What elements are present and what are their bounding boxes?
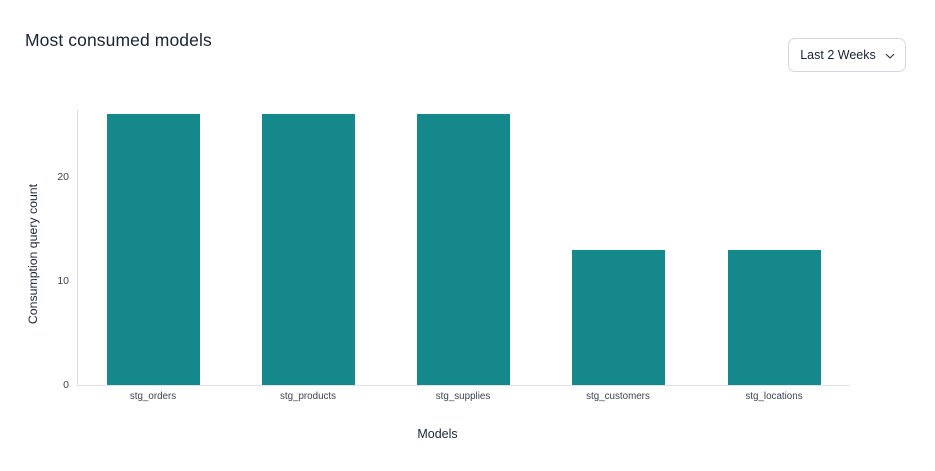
y-tick-label: 0 (63, 379, 69, 391)
chevron-down-icon (885, 51, 895, 60)
bar-stg-products[interactable] (262, 114, 355, 385)
y-tick-label: 10 (57, 275, 69, 287)
time-range-dropdown[interactable]: Last 2 Weeks (788, 38, 906, 72)
bar-stg-orders[interactable] (107, 114, 200, 385)
x-tick-label: stg_products (279, 391, 337, 402)
x-tick-label: stg_supplies (435, 391, 491, 402)
chart-card-header: Most consumed models Last 2 Weeks (0, 0, 935, 90)
x-tick-label: stg_locations (745, 391, 803, 402)
bar-stg-customers[interactable] (572, 250, 665, 385)
x-tick-label: stg_orders (129, 391, 177, 402)
x-axis-line (77, 385, 850, 386)
time-range-selected-value: Last 2 Weeks (800, 48, 876, 62)
x-axis-title-text: Models (417, 427, 458, 441)
bar-stg-supplies[interactable] (417, 114, 510, 385)
y-axis-line (77, 110, 78, 385)
y-tick-label: 20 (57, 171, 69, 183)
page-title: Most consumed models (25, 30, 212, 50)
x-tick-label: stg_customers (586, 391, 650, 402)
bar-stg-locations[interactable] (728, 250, 821, 385)
x-axis-title: Models (0, 427, 935, 441)
y-axis-title: Consumption query count (26, 183, 40, 325)
